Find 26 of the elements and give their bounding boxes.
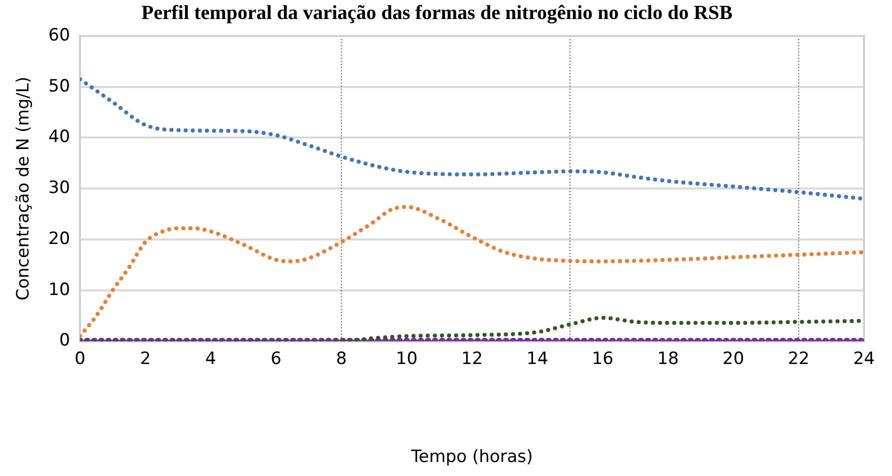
x-tick-label: 14	[526, 348, 548, 369]
line-series	[80, 204, 864, 338]
x-tick-label: 24	[853, 348, 875, 369]
line-series	[80, 316, 864, 342]
y-tick-label: 30	[48, 178, 70, 198]
x-tick-label: 6	[270, 348, 282, 369]
line-series	[80, 77, 864, 201]
x-tick-label: 16	[592, 348, 614, 369]
x-tick-label: 4	[205, 348, 216, 369]
x-tick-label: 8	[336, 348, 347, 369]
y-tick-label: 40	[48, 127, 70, 148]
x-tick-label: 10	[396, 348, 418, 369]
y-axis-title: Concentração de N (mg/L)	[14, 76, 34, 301]
x-tick-label: 18	[657, 348, 679, 369]
x-tick-label: 2	[140, 348, 151, 369]
x-tick-label: 0	[74, 348, 86, 369]
y-tick-label: 0	[59, 330, 70, 351]
x-tick-label: 20	[722, 348, 744, 369]
chart-title: Perfil temporal da variação das formas de nitrogênio no ciclo do RSB	[141, 2, 733, 24]
y-tick-label: 10	[48, 280, 70, 300]
x-axis-title: Tempo (horas)	[410, 447, 533, 468]
y-tick-label: 50	[48, 76, 70, 96]
y-tick-label: 60	[48, 25, 70, 46]
x-tick-label: 22	[788, 348, 810, 369]
y-tick-label: 20	[48, 228, 70, 249]
x-tick-label: 12	[461, 348, 483, 369]
